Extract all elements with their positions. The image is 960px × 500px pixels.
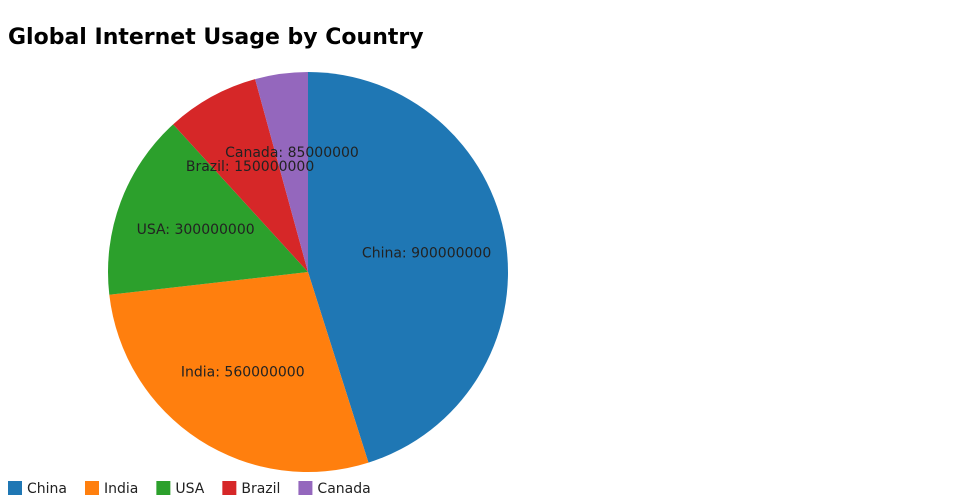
- legend-swatch: [8, 481, 22, 495]
- chart-title: Global Internet Usage by Country: [8, 25, 424, 50]
- legend-label: China: [27, 481, 67, 497]
- pie-slice: [255, 72, 308, 272]
- legend-swatch: [298, 481, 313, 495]
- legend-label: India: [104, 481, 138, 497]
- pie-slice: [173, 79, 308, 273]
- pie-slice: [108, 124, 308, 295]
- pie-slice: [308, 72, 508, 463]
- slice-label: Canada: 85000000: [225, 145, 359, 161]
- pie-slice: [109, 272, 369, 472]
- legend-swatch: [156, 481, 171, 495]
- slice-label: India: 560000000: [181, 365, 305, 381]
- legend-swatch: [222, 481, 237, 495]
- legend-label: Canada: [317, 481, 370, 497]
- legend-label: Brazil: [241, 481, 280, 497]
- slice-label: Brazil: 150000000: [186, 159, 314, 175]
- slice-label: China: 900000000: [362, 246, 491, 262]
- slice-label: USA: 300000000: [137, 222, 255, 238]
- legend-swatch: [85, 481, 99, 495]
- legend-label: USA: [175, 481, 204, 497]
